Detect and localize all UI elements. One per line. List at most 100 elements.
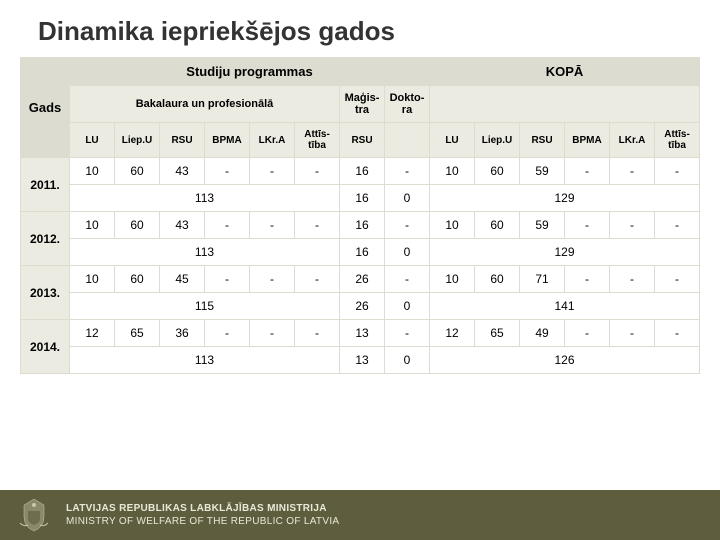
data-cell: 10 [70, 212, 115, 239]
data-cell: 26 [340, 266, 385, 293]
data-cell: - [205, 266, 250, 293]
col-studiju: Studiju programmas [70, 58, 430, 86]
data-cell: 36 [160, 320, 205, 347]
subtotal-cell: 26 [340, 293, 385, 320]
data-cell: - [295, 212, 340, 239]
col-8: LU [430, 123, 475, 158]
data-cell: 10 [70, 158, 115, 185]
data-cell: - [610, 158, 655, 185]
col-magistra: Maģis-tra [340, 86, 385, 123]
data-cell: - [295, 158, 340, 185]
col-1: Liep.U [115, 123, 160, 158]
data-cell: - [610, 320, 655, 347]
subtotal-cell: 113 [70, 239, 340, 266]
col-kopa-blank [430, 86, 700, 123]
col-10: RSU [520, 123, 565, 158]
col-0: LU [70, 123, 115, 158]
subtotal-cell: 113 [70, 185, 340, 212]
col-6: RSU [340, 123, 385, 158]
subtotal-cell: 16 [340, 239, 385, 266]
data-cell: - [295, 266, 340, 293]
subtotal-cell: 141 [430, 293, 700, 320]
data-cell: - [610, 212, 655, 239]
data-cell: 10 [430, 212, 475, 239]
data-cell: - [565, 320, 610, 347]
data-cell: 59 [520, 158, 565, 185]
subtotal-cell: 16 [340, 185, 385, 212]
data-cell: 13 [340, 320, 385, 347]
data-cell: - [565, 266, 610, 293]
data-cell: - [385, 212, 430, 239]
data-cell: - [385, 266, 430, 293]
subtotal-cell: 113 [70, 347, 340, 374]
col-gads: Gads [21, 58, 70, 158]
data-cell: 10 [430, 266, 475, 293]
subtotal-cell: 129 [430, 239, 700, 266]
col-2: RSU [160, 123, 205, 158]
data-cell: 43 [160, 158, 205, 185]
data-cell: - [295, 320, 340, 347]
data-cell: - [565, 212, 610, 239]
data-cell: 12 [70, 320, 115, 347]
data-cell: 59 [520, 212, 565, 239]
data-cell: 65 [115, 320, 160, 347]
data-cell: - [385, 158, 430, 185]
year-cell: 2013. [21, 266, 70, 320]
data-cell: - [610, 266, 655, 293]
data-cell: 71 [520, 266, 565, 293]
data-cell: - [250, 266, 295, 293]
data-cell: - [250, 158, 295, 185]
data-cell: 10 [70, 266, 115, 293]
ministry-line1: LATVIJAS REPUBLIKAS LABKLĀJĪBAS MINISTRI… [66, 502, 339, 515]
data-cell: 60 [475, 266, 520, 293]
subtotal-cell: 126 [430, 347, 700, 374]
col-bakalaura: Bakalaura un profesionālā [70, 86, 340, 123]
col-kopa: KOPĀ [430, 58, 700, 86]
data-cell: 60 [475, 158, 520, 185]
table-container: Gads Studiju programmas KOPĀ Bakalaura u… [0, 57, 720, 374]
subtotal-cell: 0 [385, 347, 430, 374]
data-cell: 45 [160, 266, 205, 293]
col-4: LKr.A [250, 123, 295, 158]
subtotal-cell: 0 [385, 239, 430, 266]
subtotal-cell: 129 [430, 185, 700, 212]
data-cell: 65 [475, 320, 520, 347]
data-cell: 60 [115, 158, 160, 185]
data-cell: - [565, 158, 610, 185]
data-cell: 43 [160, 212, 205, 239]
col-11: BPMA [565, 123, 610, 158]
col-9: Liep.U [475, 123, 520, 158]
data-cell: 60 [115, 266, 160, 293]
data-cell: 60 [475, 212, 520, 239]
ministry-text: LATVIJAS REPUBLIKAS LABKLĀJĪBAS MINISTRI… [66, 502, 339, 528]
page-title: Dinamika iepriekšējos gados [0, 0, 720, 57]
subtotal-cell: 13 [340, 347, 385, 374]
coat-of-arms-icon [14, 495, 54, 535]
col-5: Attīs-tība [295, 123, 340, 158]
data-cell: - [205, 212, 250, 239]
col-13: Attīs-tība [655, 123, 700, 158]
data-cell: - [655, 158, 700, 185]
data-cell: 16 [340, 158, 385, 185]
year-cell: 2014. [21, 320, 70, 374]
data-cell: - [205, 158, 250, 185]
data-cell: - [655, 212, 700, 239]
data-cell: 12 [430, 320, 475, 347]
col-7 [385, 123, 430, 158]
year-cell: 2011. [21, 158, 70, 212]
data-cell: - [655, 266, 700, 293]
data-cell: 10 [430, 158, 475, 185]
col-doktora: Dokto-ra [385, 86, 430, 123]
year-cell: 2012. [21, 212, 70, 266]
data-cell: - [655, 320, 700, 347]
data-cell: 49 [520, 320, 565, 347]
data-cell: - [250, 212, 295, 239]
data-cell: - [250, 320, 295, 347]
data-cell: 16 [340, 212, 385, 239]
ministry-line2: MINISTRY OF WELFARE OF THE REPUBLIC OF L… [66, 515, 339, 528]
data-cell: - [205, 320, 250, 347]
data-cell: 60 [115, 212, 160, 239]
data-table: Gads Studiju programmas KOPĀ Bakalaura u… [20, 57, 700, 374]
subtotal-cell: 0 [385, 185, 430, 212]
col-12: LKr.A [610, 123, 655, 158]
